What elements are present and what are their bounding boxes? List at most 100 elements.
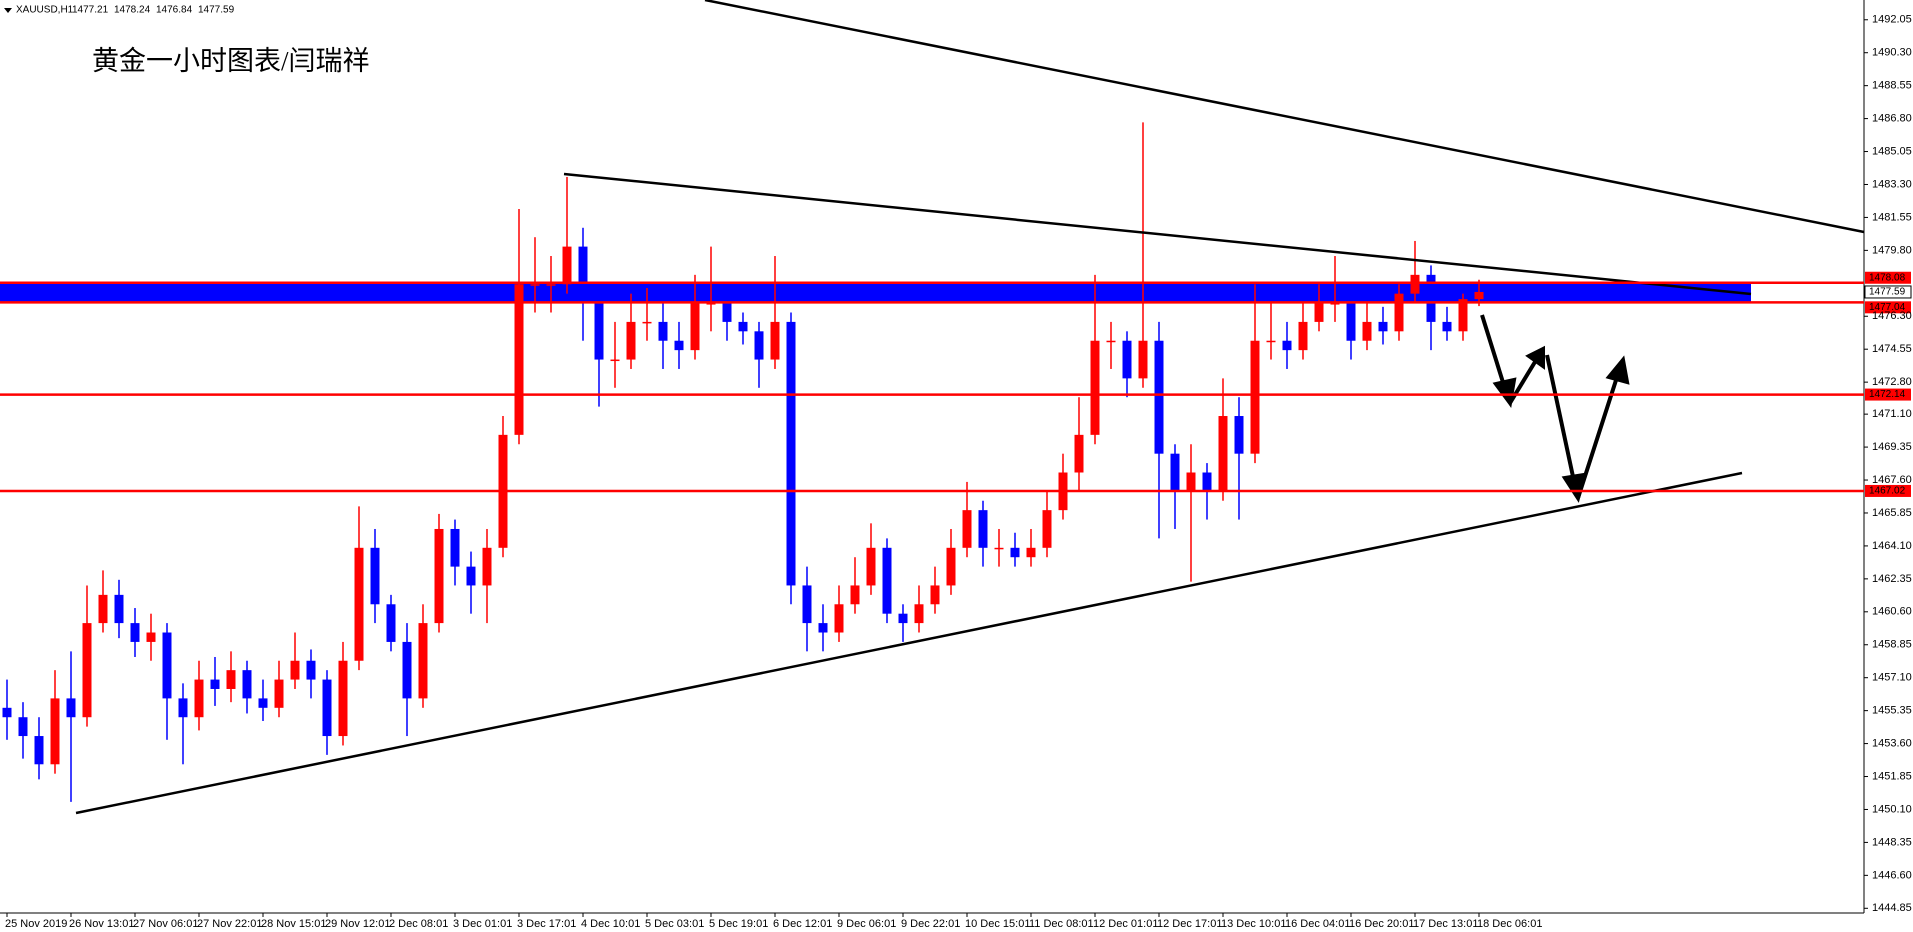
x-tick-label: 18 Dec 06:01 — [1477, 918, 1542, 930]
y-tick-label: 1467.60 — [1872, 474, 1912, 486]
candle-body — [690, 303, 700, 351]
candle-body — [1346, 303, 1356, 341]
x-tick-label: 10 Dec 15:01 — [965, 918, 1030, 930]
candle-body — [1138, 340, 1148, 379]
candle-body — [850, 585, 860, 605]
current-price-tag — [1864, 285, 1912, 299]
x-tick-label: 25 Nov 2019 — [5, 918, 67, 930]
y-tick-label: 1483.30 — [1872, 178, 1912, 190]
candle-body — [770, 321, 780, 360]
y-tick-label: 1450.10 — [1872, 803, 1912, 815]
symbol-label: XAUUSD,H1 — [16, 5, 74, 16]
candle-body — [1410, 274, 1420, 294]
arrow-head — [1525, 345, 1545, 370]
candle-body — [1218, 416, 1228, 492]
candle-body — [370, 547, 380, 605]
y-tick-label: 1458.85 — [1872, 639, 1912, 651]
candle-body — [898, 613, 908, 624]
candle-body — [1122, 340, 1132, 379]
candle-body — [418, 623, 428, 699]
x-tick-label: 5 Dec 19:01 — [709, 918, 768, 930]
candle-body — [802, 585, 812, 624]
candle-body — [1202, 472, 1212, 492]
candle-body — [562, 246, 572, 285]
level-tag — [1865, 388, 1911, 401]
candle-body — [50, 698, 60, 765]
candle-body — [626, 321, 636, 360]
resistance-zone — [0, 282, 1751, 303]
candle-body — [354, 547, 364, 661]
candle-body — [658, 321, 668, 341]
trend-line — [563, 172, 1752, 296]
y-tick-label: 1479.80 — [1872, 244, 1912, 256]
candle-body — [1282, 340, 1292, 351]
candle-body — [994, 547, 1004, 550]
candle-body — [1010, 547, 1020, 558]
y-tick-label: 1448.35 — [1872, 836, 1912, 848]
chart-title: 黄金一小时图表/闫瑞祥 — [92, 46, 370, 76]
y-tick-label: 1492.05 — [1872, 14, 1912, 26]
candle-body — [946, 547, 956, 586]
candle-body — [930, 585, 940, 605]
candle-body — [882, 547, 892, 614]
y-tick-label: 1465.85 — [1872, 507, 1912, 519]
x-tick-label: 11 Dec 08:01 — [1029, 918, 1094, 930]
candle-body — [1458, 299, 1468, 332]
x-tick-label: 17 Dec 13:01 — [1413, 918, 1478, 930]
candle-body — [178, 698, 188, 718]
level-tag — [1865, 271, 1911, 284]
y-tick-label: 1444.85 — [1872, 902, 1912, 914]
y-tick-label: 1490.30 — [1872, 47, 1912, 59]
x-tick-label: 16 Dec 20:01 — [1349, 918, 1414, 930]
y-tick-label: 1453.60 — [1872, 737, 1912, 749]
candle-body — [1250, 340, 1260, 454]
level-tag-label: 1478.08 — [1869, 272, 1906, 283]
arrow — [1480, 314, 1508, 393]
candle-body — [1426, 274, 1436, 322]
y-tick-label: 1462.35 — [1872, 573, 1912, 585]
level-tag — [1865, 301, 1911, 314]
candle-body — [514, 284, 524, 435]
x-tick-label: 28 Nov 15:01 — [261, 918, 326, 930]
candle-body — [1234, 416, 1244, 454]
candle-body — [290, 660, 300, 680]
x-tick-label: 9 Dec 06:01 — [837, 918, 896, 930]
ohlc-low: 1476.84 — [156, 5, 193, 16]
y-tick-label: 1460.60 — [1872, 606, 1912, 618]
projection-arrows — [1480, 314, 1630, 503]
candle-body — [1074, 434, 1084, 473]
x-tick-label: 29 Nov 12:01 — [325, 918, 390, 930]
ohlc-high: 1478.24 — [114, 5, 151, 16]
candle-body — [1042, 510, 1052, 548]
candle-body — [1314, 303, 1324, 322]
x-tick-label: 12 Dec 17:01 — [1157, 918, 1222, 930]
candle-body — [18, 717, 28, 737]
candle-body — [338, 660, 348, 737]
arrow — [1545, 354, 1577, 487]
candle-body — [1362, 321, 1372, 341]
candle-body — [754, 331, 764, 360]
candle-body — [786, 321, 796, 586]
candle-body — [402, 641, 412, 699]
candle-body — [546, 284, 556, 286]
candle-body — [978, 510, 988, 548]
x-tick-label: 16 Dec 04:01 — [1285, 918, 1350, 930]
y-tick-label: 1476.30 — [1872, 310, 1912, 322]
y-tick-label: 1472.80 — [1872, 376, 1912, 388]
x-tick-label: 5 Dec 03:01 — [645, 918, 704, 930]
menu-triangle — [4, 8, 12, 13]
candle-body — [1186, 472, 1196, 492]
x-tick-label: 3 Dec 01:01 — [453, 918, 512, 930]
candle-body — [450, 528, 460, 567]
candle-body — [1090, 340, 1100, 435]
candle-body — [706, 303, 716, 305]
candle-body — [1154, 340, 1164, 454]
x-tick-label: 2 Dec 08:01 — [389, 918, 448, 930]
candle-body — [210, 679, 220, 689]
trend-line — [75, 471, 1743, 815]
candle-body — [1170, 453, 1180, 492]
level-tag-label: 1472.14 — [1869, 389, 1906, 400]
candle-body — [194, 679, 204, 718]
candle-body — [306, 660, 316, 680]
candle-body — [1442, 321, 1452, 332]
